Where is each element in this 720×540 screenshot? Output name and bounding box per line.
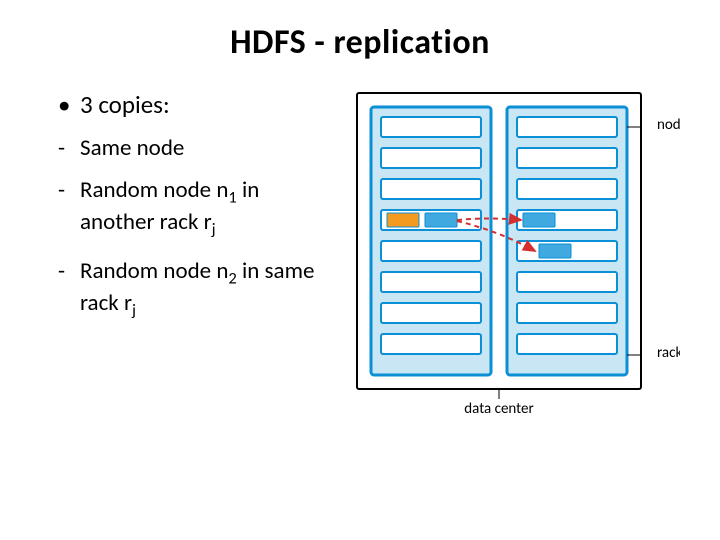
data-block bbox=[387, 213, 419, 227]
node-slot bbox=[381, 272, 481, 292]
bullet-mark: • bbox=[58, 89, 80, 120]
bullet-mark: - bbox=[58, 176, 80, 204]
replication-diagram: node rack data center bbox=[338, 81, 680, 461]
bullet-mark: - bbox=[58, 257, 80, 285]
data-block bbox=[523, 213, 555, 227]
diagram-label: data center bbox=[464, 400, 533, 418]
node-slot bbox=[517, 334, 617, 354]
node-slot bbox=[517, 117, 617, 137]
bullet-sub-3: - Random node n2 in same rack rj bbox=[58, 257, 338, 320]
diagram-label: node bbox=[657, 116, 680, 134]
bullet-list: • 3 copies: - Same node - Random node n1… bbox=[58, 81, 338, 461]
bullet-text: 3 copies: bbox=[80, 89, 170, 120]
bullet-mark: - bbox=[58, 134, 80, 162]
diagram-area: node rack data center bbox=[338, 81, 680, 461]
text-span: Random node n bbox=[80, 176, 228, 204]
subscript: j bbox=[132, 300, 136, 320]
bullet-text: Same node bbox=[80, 134, 184, 162]
subscript: 1 bbox=[228, 188, 236, 208]
data-block bbox=[425, 213, 457, 227]
node-slot bbox=[381, 117, 481, 137]
content-area: • 3 copies: - Same node - Random node n1… bbox=[0, 81, 720, 461]
node-slot bbox=[381, 334, 481, 354]
node-slot bbox=[517, 148, 617, 168]
node-slot bbox=[517, 179, 617, 199]
text-span: Random node n bbox=[80, 257, 228, 285]
node-slot bbox=[517, 272, 617, 292]
bullet-sub-1: - Same node bbox=[58, 134, 338, 162]
slide-title: HDFS - replication bbox=[0, 0, 720, 81]
node-slot bbox=[381, 303, 481, 323]
bullet-text: Random node n2 in same rack rj bbox=[80, 257, 338, 320]
subscript: j bbox=[212, 219, 216, 239]
bullet-text: Random node n1 in another rack rj bbox=[80, 176, 338, 239]
node-slot bbox=[381, 241, 481, 261]
node-slot bbox=[381, 148, 481, 168]
data-block bbox=[539, 244, 571, 258]
subscript: 2 bbox=[228, 269, 236, 289]
bullet-sub-2: - Random node n1 in another rack rj bbox=[58, 176, 338, 239]
bullet-main: • 3 copies: bbox=[58, 89, 338, 120]
diagram-label: rack bbox=[657, 344, 680, 362]
node-slot bbox=[381, 179, 481, 199]
node-slot bbox=[517, 303, 617, 323]
